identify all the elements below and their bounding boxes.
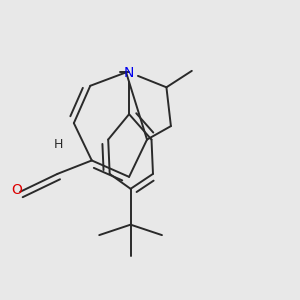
Text: H: H [54,139,64,152]
Text: N: N [124,66,134,80]
Text: O: O [12,183,22,197]
